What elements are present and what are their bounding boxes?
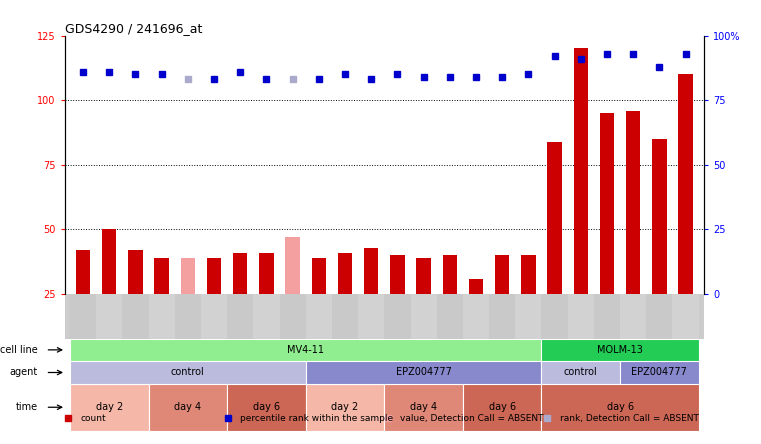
Bar: [358, 294, 384, 339]
Bar: [489, 294, 515, 339]
Text: day 6: day 6: [489, 402, 516, 412]
Bar: [148, 294, 175, 339]
Bar: [148, 384, 227, 431]
Bar: [253, 294, 279, 339]
Bar: [542, 339, 699, 361]
Text: agent: agent: [10, 368, 38, 377]
Bar: [279, 294, 306, 339]
Bar: [338, 253, 352, 294]
Bar: [128, 250, 142, 294]
Bar: [678, 74, 693, 294]
Bar: [437, 294, 463, 339]
Bar: [102, 230, 116, 294]
Bar: [227, 384, 306, 431]
Bar: [600, 113, 614, 294]
Bar: [70, 339, 542, 361]
Bar: [652, 139, 667, 294]
Bar: [542, 384, 699, 431]
Bar: [574, 48, 588, 294]
Text: MV4-11: MV4-11: [287, 345, 324, 355]
Bar: [201, 294, 227, 339]
Bar: [227, 294, 253, 339]
Text: count: count: [81, 413, 107, 423]
Text: control: control: [171, 368, 205, 377]
Bar: [364, 248, 378, 294]
Bar: [70, 361, 306, 384]
Bar: [673, 294, 699, 339]
Bar: [646, 294, 673, 339]
Bar: [410, 294, 437, 339]
Bar: [469, 278, 483, 294]
Bar: [70, 294, 96, 339]
Bar: [207, 258, 221, 294]
Text: day 6: day 6: [607, 402, 634, 412]
Bar: [384, 384, 463, 431]
Bar: [306, 384, 384, 431]
Text: MOLM-13: MOLM-13: [597, 345, 643, 355]
Bar: [311, 258, 326, 294]
Bar: [285, 237, 300, 294]
Bar: [620, 361, 699, 384]
Bar: [626, 111, 641, 294]
Bar: [568, 294, 594, 339]
Bar: [70, 384, 148, 431]
Bar: [495, 255, 509, 294]
Bar: [306, 294, 332, 339]
Bar: [123, 294, 148, 339]
Bar: [547, 142, 562, 294]
Text: percentile rank within the sample: percentile rank within the sample: [240, 413, 393, 423]
Text: day 2: day 2: [331, 402, 358, 412]
Text: day 6: day 6: [253, 402, 280, 412]
Bar: [542, 294, 568, 339]
Bar: [180, 258, 195, 294]
Bar: [390, 255, 405, 294]
Text: rank, Detection Call = ABSENT: rank, Detection Call = ABSENT: [560, 413, 699, 423]
Bar: [515, 294, 542, 339]
Bar: [260, 253, 274, 294]
Bar: [542, 361, 620, 384]
Bar: [76, 250, 91, 294]
Text: cell line: cell line: [0, 345, 38, 355]
Bar: [233, 253, 247, 294]
Bar: [594, 294, 620, 339]
Bar: [175, 294, 201, 339]
Text: GDS4290 / 241696_at: GDS4290 / 241696_at: [65, 23, 202, 36]
Text: day 2: day 2: [96, 402, 123, 412]
Bar: [332, 294, 358, 339]
Bar: [384, 294, 410, 339]
Text: EPZ004777: EPZ004777: [632, 368, 687, 377]
Bar: [463, 384, 542, 431]
Bar: [521, 255, 536, 294]
Text: EPZ004777: EPZ004777: [396, 368, 451, 377]
Bar: [443, 255, 457, 294]
Bar: [154, 258, 169, 294]
Text: day 4: day 4: [174, 402, 202, 412]
Text: value, Detection Call = ABSENT: value, Detection Call = ABSENT: [400, 413, 544, 423]
Text: control: control: [564, 368, 597, 377]
Bar: [463, 294, 489, 339]
Bar: [416, 258, 431, 294]
Text: time: time: [16, 402, 38, 412]
Text: day 4: day 4: [410, 402, 437, 412]
Bar: [306, 361, 542, 384]
Bar: [96, 294, 123, 339]
Bar: [620, 294, 646, 339]
